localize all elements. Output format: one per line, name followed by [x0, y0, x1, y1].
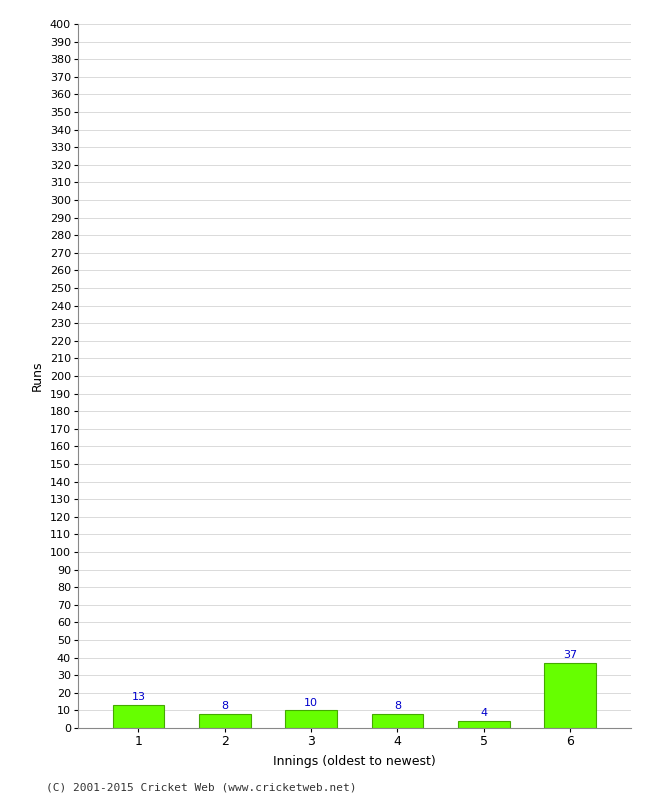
Text: 37: 37: [563, 650, 577, 660]
Bar: [372, 714, 423, 728]
Y-axis label: Runs: Runs: [31, 361, 44, 391]
Bar: [544, 663, 596, 728]
X-axis label: Innings (oldest to newest): Innings (oldest to newest): [273, 755, 436, 768]
Bar: [199, 714, 251, 728]
Bar: [112, 705, 164, 728]
Bar: [285, 710, 337, 728]
Text: (C) 2001-2015 Cricket Web (www.cricketweb.net): (C) 2001-2015 Cricket Web (www.cricketwe…: [46, 782, 356, 792]
Text: 13: 13: [131, 693, 146, 702]
Bar: [458, 721, 510, 728]
Text: 4: 4: [480, 708, 488, 718]
Text: 10: 10: [304, 698, 318, 708]
Text: 8: 8: [221, 702, 228, 711]
Text: 8: 8: [394, 702, 401, 711]
